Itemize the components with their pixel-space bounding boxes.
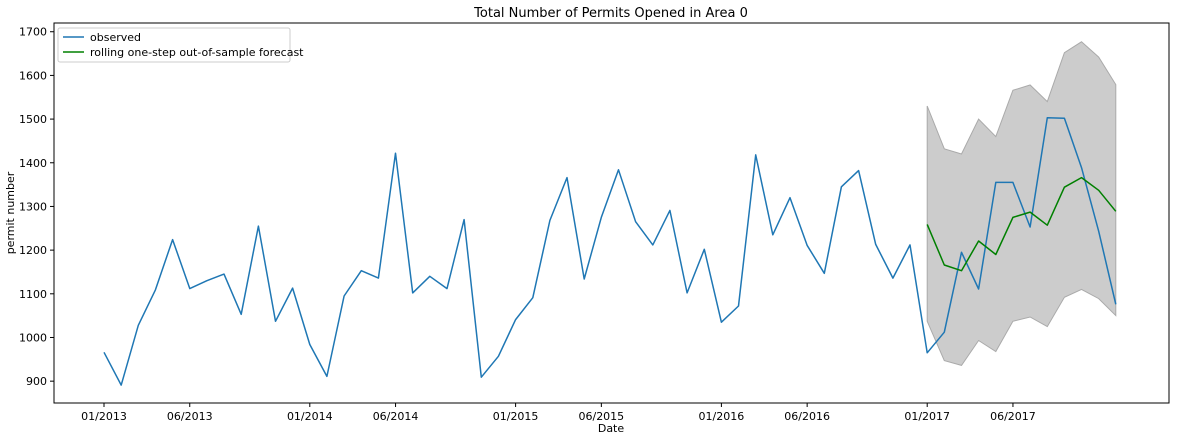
x-tick-label: 01/2013 (81, 410, 127, 423)
y-tick-label: 1300 (19, 200, 47, 213)
x-tick-label: 06/2017 (990, 410, 1036, 423)
x-tick-label: 01/2015 (493, 410, 539, 423)
x-tick-label: 01/2017 (904, 410, 950, 423)
y-tick-label: 1100 (19, 288, 47, 301)
y-tick-label: 900 (26, 375, 47, 388)
y-tick-label: 1000 (19, 331, 47, 344)
y-tick-label: 1700 (19, 26, 47, 39)
x-tick-label: 01/2014 (287, 410, 333, 423)
x-tick-label: 06/2015 (578, 410, 624, 423)
series-line-observed (103, 117, 1117, 386)
x-axis: 01/2013 06/2013 01/2014 06/2014 01/2015 06/20… (81, 403, 1036, 423)
series-line-forecast (926, 176, 1117, 272)
series-layer (103, 117, 1117, 386)
legend-label-forecast: rolling one-step out-of-sample forecast (90, 46, 304, 59)
x-tick-label: 06/2013 (167, 410, 213, 423)
legend-label-observed: observed (90, 31, 141, 44)
y-axis: 900 1000 1100 1200 1300 1400 1500 1600 1700 (19, 26, 54, 388)
plot-frame (53, 22, 1170, 404)
y-axis-label: permit number (4, 171, 17, 254)
x-axis-label: Date (598, 422, 625, 435)
legend: observed rolling one-step out-of-sample … (57, 27, 304, 63)
y-tick-label: 1500 (19, 113, 47, 126)
y-tick-label: 1400 (19, 157, 47, 170)
chart-title: Total Number of Permits Opened in Area 0 (473, 6, 748, 21)
y-tick-label: 1600 (19, 69, 47, 82)
y-tick-label: 1200 (19, 244, 47, 257)
x-tick-label: 01/2016 (699, 410, 745, 423)
x-tick-label: 06/2014 (373, 410, 419, 423)
x-tick-label: 06/2016 (784, 410, 830, 423)
legend-box (57, 27, 291, 63)
